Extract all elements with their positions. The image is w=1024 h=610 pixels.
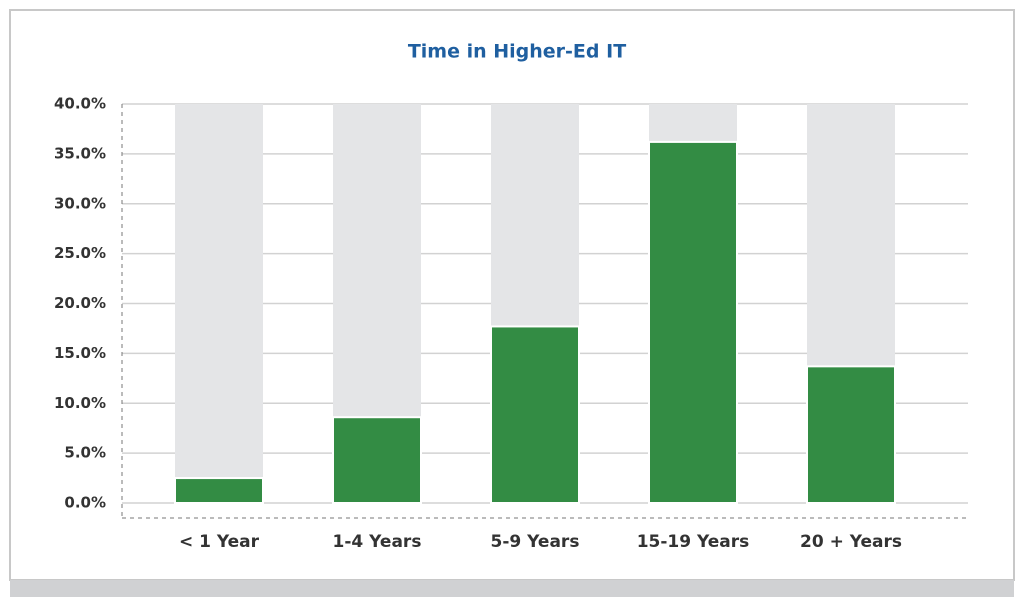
y-tick-label: 25.0% bbox=[54, 244, 106, 262]
bar bbox=[806, 365, 896, 504]
bar bbox=[332, 416, 422, 504]
bar bbox=[648, 140, 738, 504]
x-tick-label: 5-9 Years bbox=[491, 532, 580, 552]
y-tick-label: 20.0% bbox=[54, 294, 106, 312]
x-tick-label: 1-4 Years bbox=[333, 532, 422, 552]
bar bbox=[174, 477, 264, 504]
x-tick-label: < 1 Year bbox=[179, 532, 260, 552]
bar bbox=[490, 325, 580, 504]
y-tick-label: 40.0% bbox=[54, 95, 106, 113]
y-tick-label: 30.0% bbox=[54, 194, 106, 212]
plot-area: 0.0% 5.0% 10.0% 15.0% 20.0% 25.0% 30.0% 35.0% 40… bbox=[54, 95, 968, 552]
frame-footer bbox=[10, 580, 1014, 597]
x-tick-label: 20 + Years bbox=[800, 532, 902, 552]
y-tick-label: 15.0% bbox=[54, 344, 106, 362]
y-tick-label: 10.0% bbox=[54, 394, 106, 412]
y-tick-label: 35.0% bbox=[54, 144, 106, 162]
y-tick-label: 5.0% bbox=[64, 444, 106, 462]
chart-title: Time in Higher-Ed IT bbox=[408, 41, 626, 63]
x-tick-label: 15-19 Years bbox=[637, 532, 750, 552]
bar-background bbox=[175, 104, 263, 503]
y-tick-label: 0.0% bbox=[64, 494, 106, 512]
